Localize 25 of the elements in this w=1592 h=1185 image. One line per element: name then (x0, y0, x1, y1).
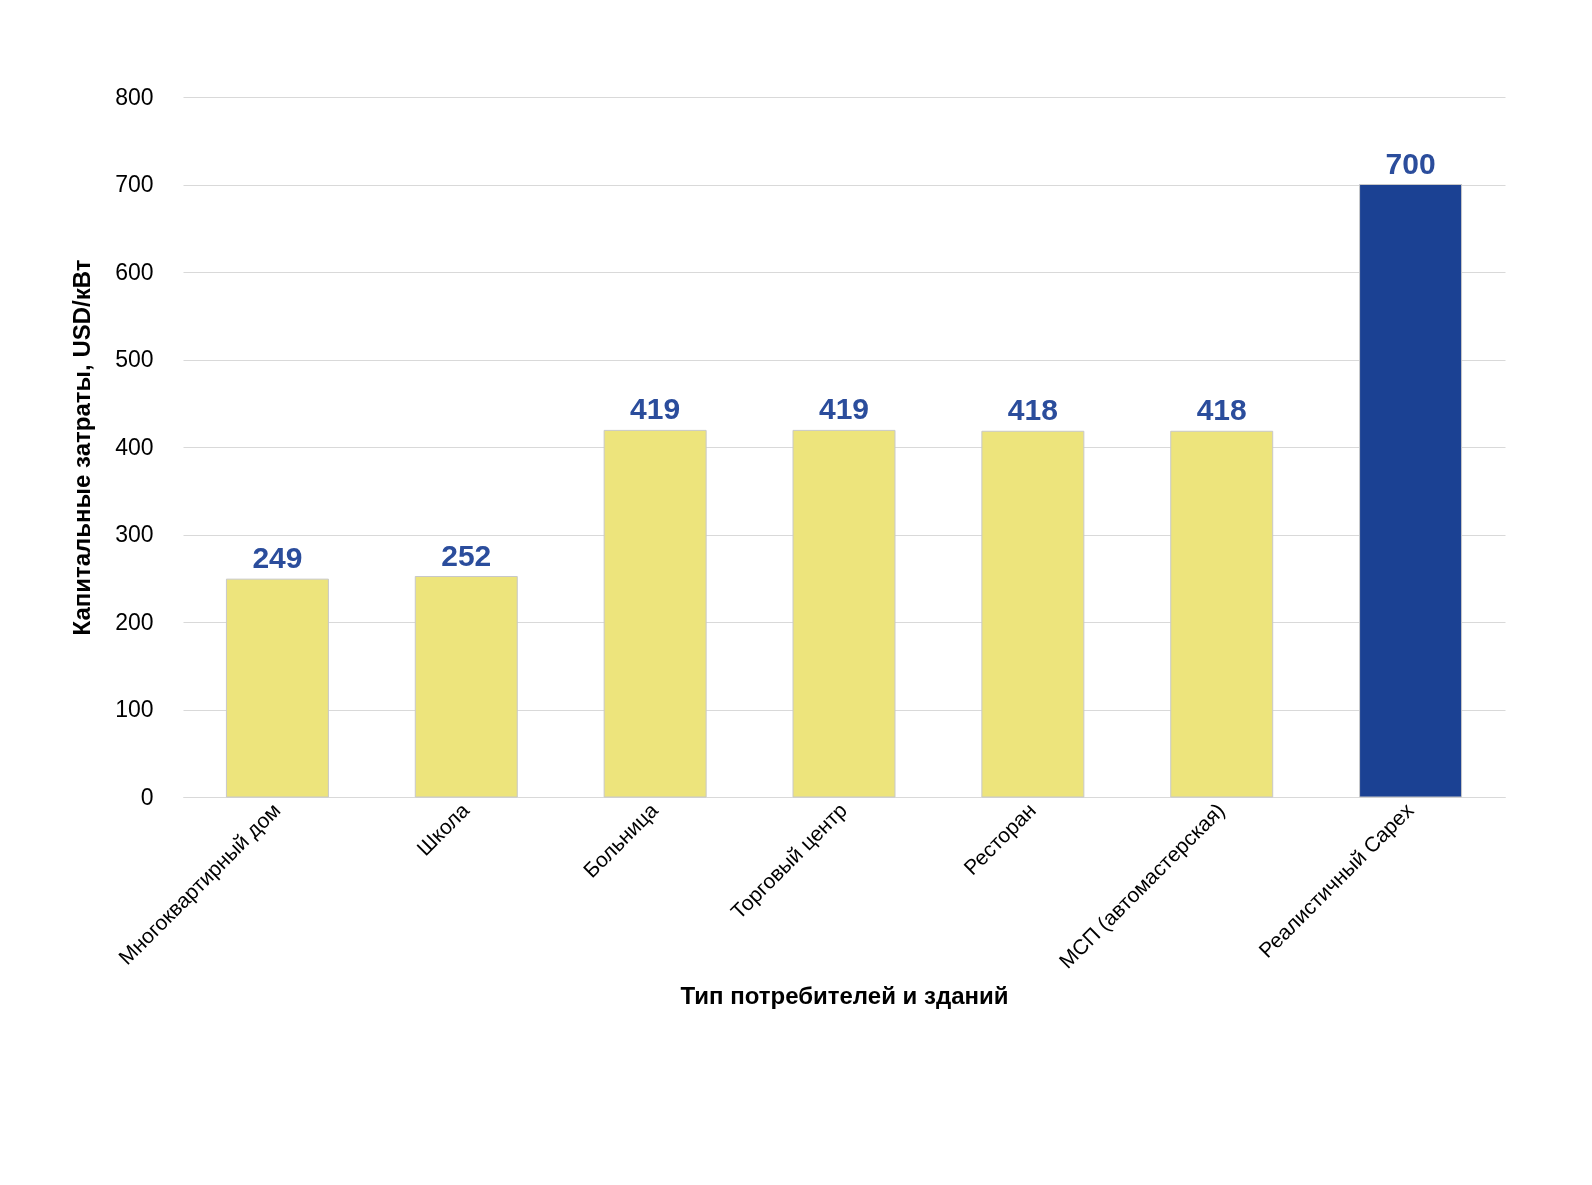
data-label: 419 (818, 392, 870, 426)
y-tick-label: 200 (115, 608, 154, 635)
bar (414, 576, 518, 798)
y-tick-label: 400 (115, 433, 154, 460)
y-tick-label: 0 (140, 783, 154, 810)
y-tick-label: 500 (115, 346, 154, 372)
y-tick-label: 300 (115, 521, 154, 547)
bar (1170, 430, 1274, 798)
y-tick-label: 800 (115, 83, 154, 110)
y-tick-label: 700 (115, 171, 154, 197)
bar (981, 430, 1085, 798)
data-label: 249 (252, 541, 303, 575)
data-label: 418 (1196, 393, 1247, 427)
data-label: 700 (1385, 146, 1436, 180)
x-axis-title: Тип потребителей и зданий (680, 981, 1009, 1009)
data-label: 252 (441, 538, 492, 572)
y-tick-label: 100 (115, 696, 154, 722)
data-label: 418 (1007, 393, 1058, 427)
bar (1359, 184, 1463, 798)
data-label: 419 (630, 392, 681, 426)
bar (225, 578, 329, 798)
y-tick-label: 600 (115, 258, 154, 285)
y-axis-title: Капитальные затраты, USD/кВт (68, 259, 96, 636)
bar (603, 429, 707, 798)
bar (792, 429, 896, 798)
